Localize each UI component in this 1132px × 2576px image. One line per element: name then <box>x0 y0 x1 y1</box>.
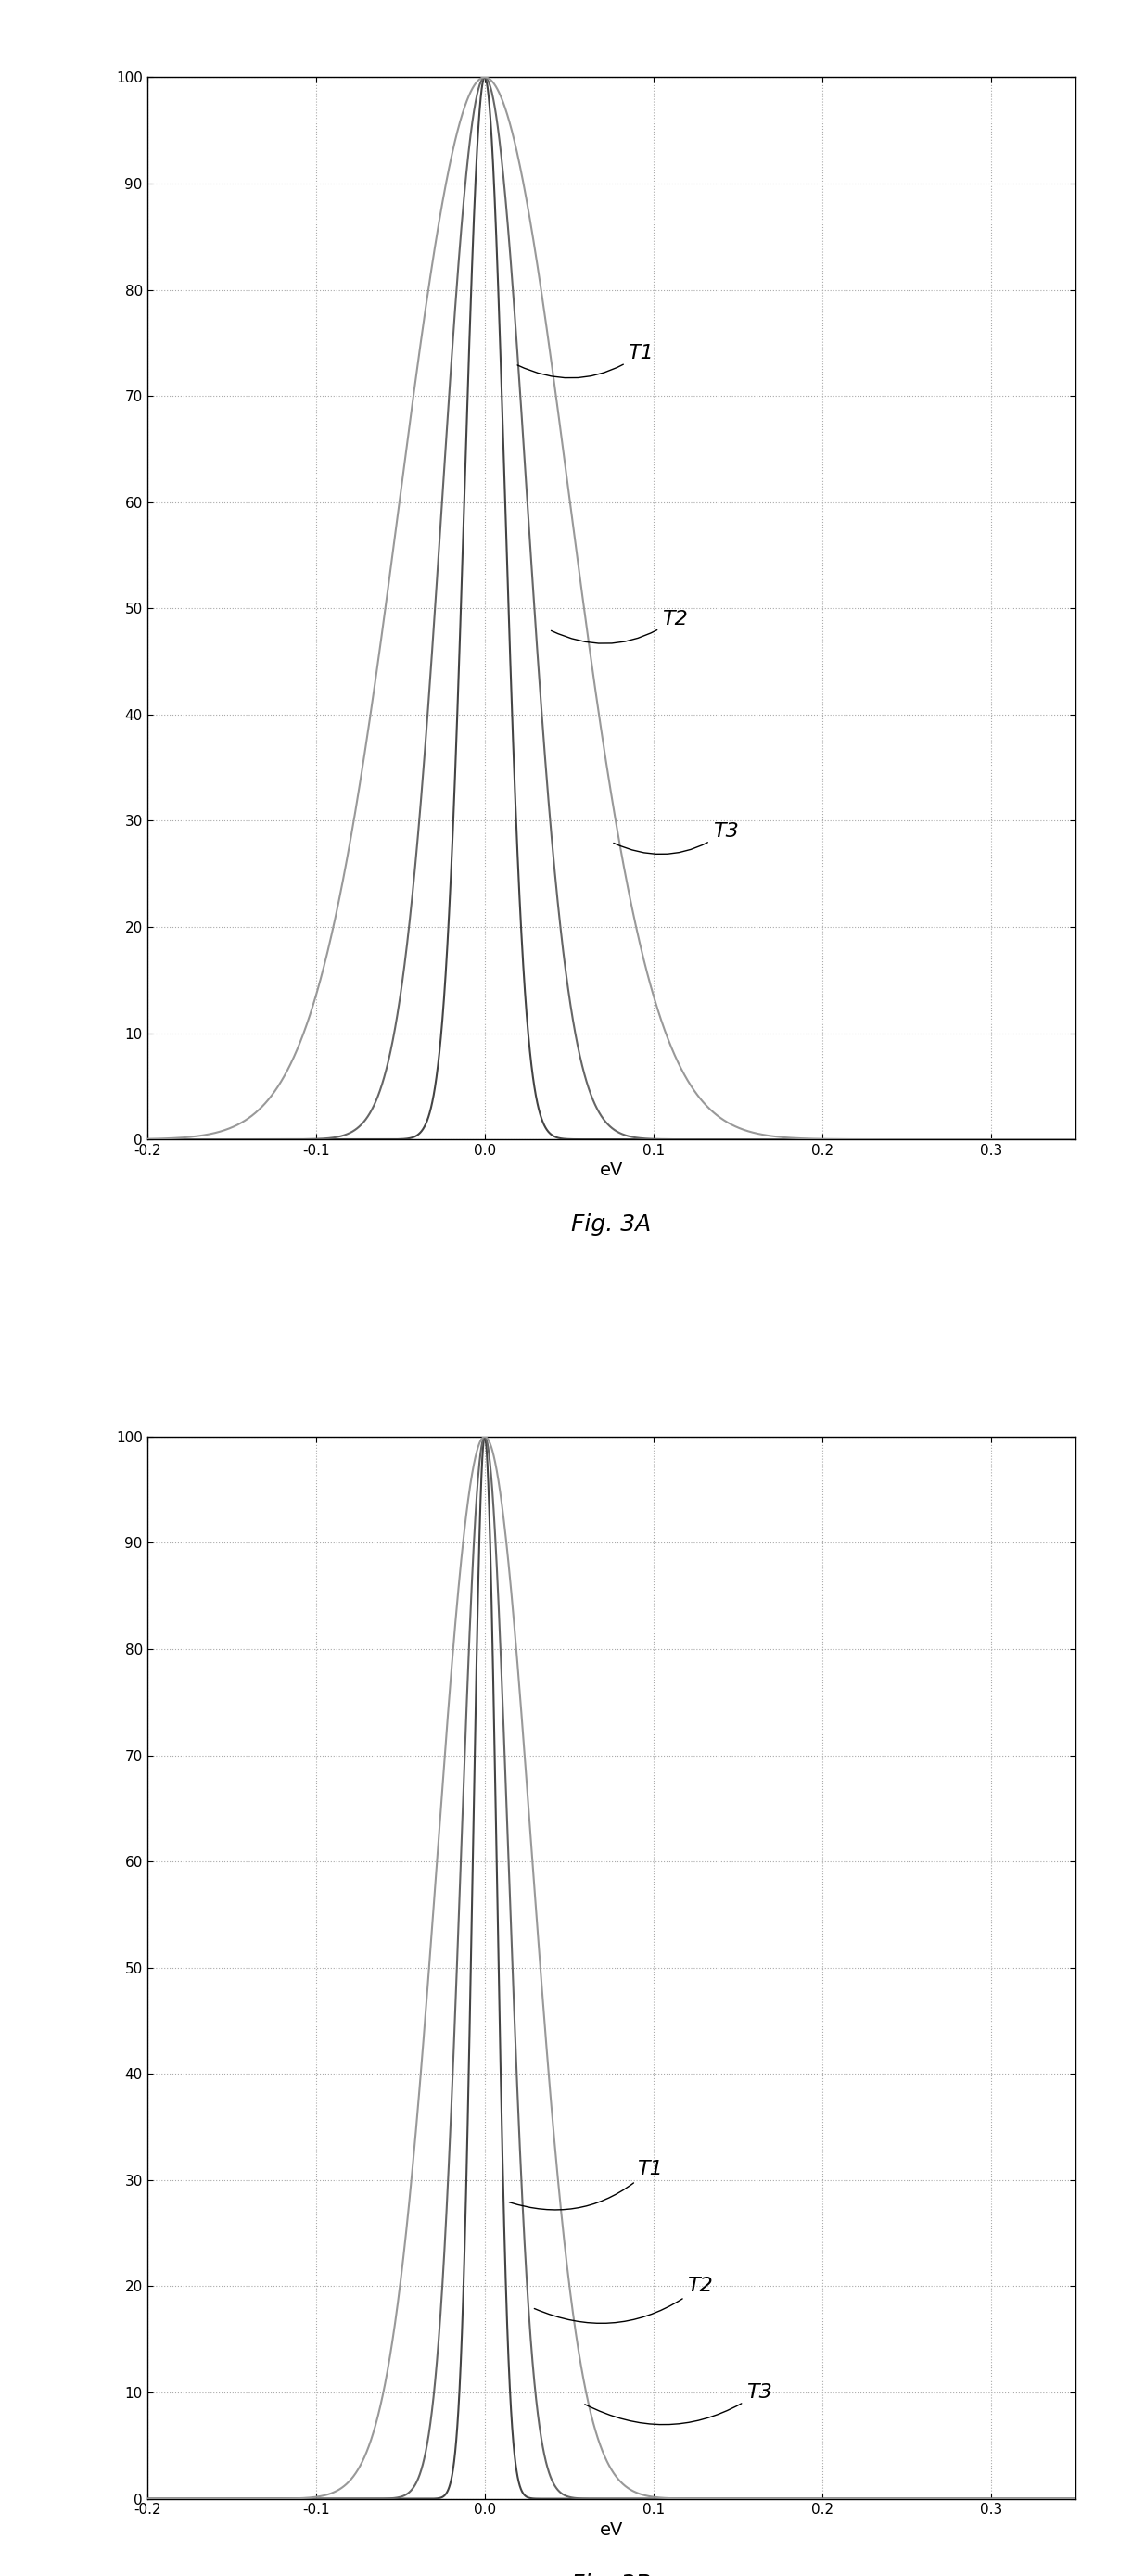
Text: T3: T3 <box>585 2383 772 2424</box>
Text: T2: T2 <box>551 611 687 644</box>
Text: T1: T1 <box>509 2161 662 2210</box>
Text: T2: T2 <box>534 2277 713 2324</box>
Text: Fig. 3A: Fig. 3A <box>572 1213 651 1236</box>
Text: T3: T3 <box>614 822 738 855</box>
Text: T1: T1 <box>517 345 654 379</box>
X-axis label: eV: eV <box>600 1162 623 1180</box>
Text: Fig. 3B: Fig. 3B <box>572 2573 651 2576</box>
X-axis label: eV: eV <box>600 2522 623 2537</box>
